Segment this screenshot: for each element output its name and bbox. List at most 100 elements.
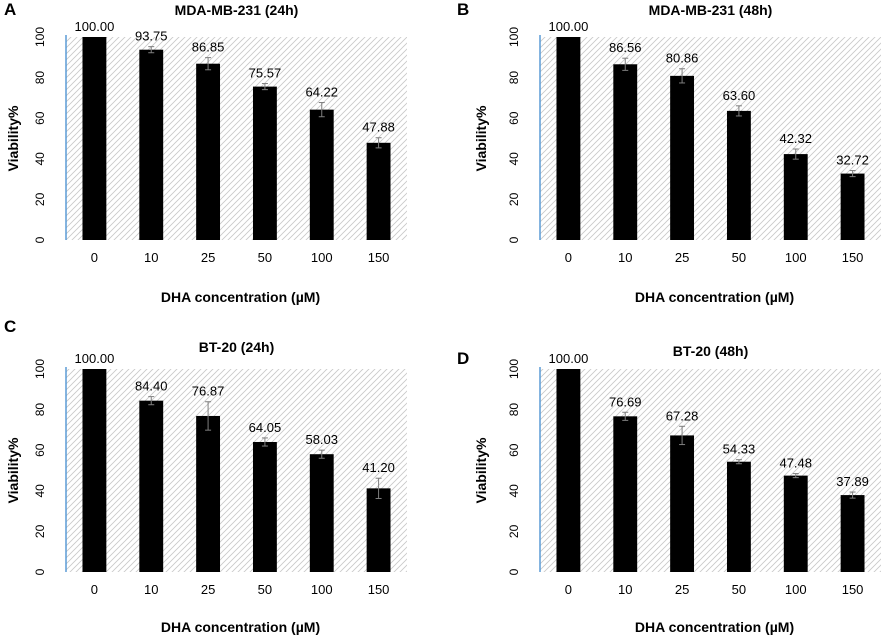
data-label: 100.00 xyxy=(75,19,115,34)
plot-area xyxy=(66,369,407,572)
data-label: 47.48 xyxy=(779,456,812,471)
y-tick-label: 60 xyxy=(507,443,521,457)
y-axis-label: Viability% xyxy=(473,437,489,503)
x-tick-label: 150 xyxy=(368,250,390,265)
data-label: 64.22 xyxy=(305,85,338,100)
y-tick-label: 20 xyxy=(33,192,47,206)
y-tick-label: 40 xyxy=(507,484,521,498)
x-tick-label: 100 xyxy=(785,582,807,597)
data-label: 64.05 xyxy=(249,420,282,435)
x-tick-label: 150 xyxy=(842,250,864,265)
y-tick-label: 20 xyxy=(507,524,521,538)
y-axis-label: Viability% xyxy=(5,105,21,171)
x-tick-label: 50 xyxy=(732,250,746,265)
data-label: 80.86 xyxy=(666,51,699,66)
y-tick-label: 100 xyxy=(33,359,47,379)
chart-title: BT-20 (48h) xyxy=(673,343,748,359)
chart-title: BT-20 (24h) xyxy=(199,339,274,355)
bar xyxy=(670,75,695,240)
bar xyxy=(726,110,751,240)
bar xyxy=(139,49,164,240)
y-tick-label: 0 xyxy=(33,568,47,575)
data-label: 47.88 xyxy=(362,120,395,135)
x-tick-label: 100 xyxy=(785,250,807,265)
data-label: 100.00 xyxy=(549,351,589,366)
bar xyxy=(309,454,334,572)
bar xyxy=(556,369,581,572)
y-tick-label: 80 xyxy=(507,403,521,417)
y-tick-label: 80 xyxy=(33,403,47,417)
chart-title: MDA-MB-231 (24h) xyxy=(175,2,299,18)
x-tick-label: 100 xyxy=(311,582,333,597)
x-tick-label: 10 xyxy=(144,250,158,265)
x-tick-label: 25 xyxy=(201,250,215,265)
bar xyxy=(139,400,164,572)
panel-letter: C xyxy=(4,317,16,336)
data-label: 63.60 xyxy=(723,88,756,103)
plot-area xyxy=(540,369,881,572)
x-axis-label: DHA concentration (µM) xyxy=(635,289,794,305)
x-tick-label: 25 xyxy=(675,250,689,265)
data-label: 76.69 xyxy=(609,394,642,409)
x-tick-label: 50 xyxy=(258,582,272,597)
x-tick-label: 0 xyxy=(565,582,572,597)
y-tick-label: 20 xyxy=(507,192,521,206)
bar xyxy=(196,415,221,572)
plot-area xyxy=(66,37,407,240)
bar xyxy=(309,109,334,241)
x-axis-label: DHA concentration (µM) xyxy=(161,289,320,305)
bar xyxy=(783,154,808,240)
data-label: 42.32 xyxy=(779,131,812,146)
data-label: 58.03 xyxy=(305,432,338,447)
bar xyxy=(840,173,865,240)
x-tick-label: 0 xyxy=(91,582,98,597)
y-tick-label: 0 xyxy=(33,236,47,243)
bar xyxy=(82,369,107,572)
x-tick-label: 50 xyxy=(732,582,746,597)
data-label: 86.56 xyxy=(609,40,642,55)
x-tick-label: 10 xyxy=(144,582,158,597)
y-axis-label: Viability% xyxy=(5,437,21,503)
data-label: 54.33 xyxy=(723,442,756,457)
data-label: 32.72 xyxy=(836,153,869,168)
y-tick-label: 40 xyxy=(33,484,47,498)
x-tick-label: 10 xyxy=(618,250,632,265)
y-tick-label: 60 xyxy=(33,443,47,457)
bar xyxy=(670,435,695,572)
data-label: 100.00 xyxy=(75,351,115,366)
data-label: 100.00 xyxy=(549,19,589,34)
x-tick-label: 150 xyxy=(842,582,864,597)
x-tick-label: 50 xyxy=(258,250,272,265)
x-tick-label: 25 xyxy=(675,582,689,597)
bar xyxy=(252,441,277,572)
y-axis-label: Viability% xyxy=(473,105,489,171)
data-label: 67.28 xyxy=(666,408,699,423)
y-tick-label: 60 xyxy=(33,111,47,125)
data-label: 37.89 xyxy=(836,474,869,489)
y-tick-label: 0 xyxy=(507,568,521,575)
bar xyxy=(613,64,638,240)
bar xyxy=(252,86,277,241)
chart-title: MDA-MB-231 (48h) xyxy=(649,2,773,18)
data-label: 76.87 xyxy=(192,384,225,399)
bar xyxy=(840,495,865,572)
bar xyxy=(366,488,391,572)
x-tick-label: 150 xyxy=(368,582,390,597)
bar xyxy=(366,142,391,240)
x-tick-label: 0 xyxy=(91,250,98,265)
bar xyxy=(726,461,751,572)
y-tick-label: 100 xyxy=(507,27,521,47)
bar xyxy=(82,37,107,240)
data-label: 86.85 xyxy=(192,40,225,55)
x-tick-label: 0 xyxy=(565,250,572,265)
y-tick-label: 80 xyxy=(33,71,47,85)
data-label: 75.57 xyxy=(249,66,282,81)
x-tick-label: 100 xyxy=(311,250,333,265)
data-label: 93.75 xyxy=(135,29,168,44)
bar xyxy=(783,475,808,572)
data-label: 41.20 xyxy=(362,460,395,475)
y-tick-label: 100 xyxy=(33,27,47,47)
x-axis-label: DHA concentration (µM) xyxy=(161,619,320,635)
